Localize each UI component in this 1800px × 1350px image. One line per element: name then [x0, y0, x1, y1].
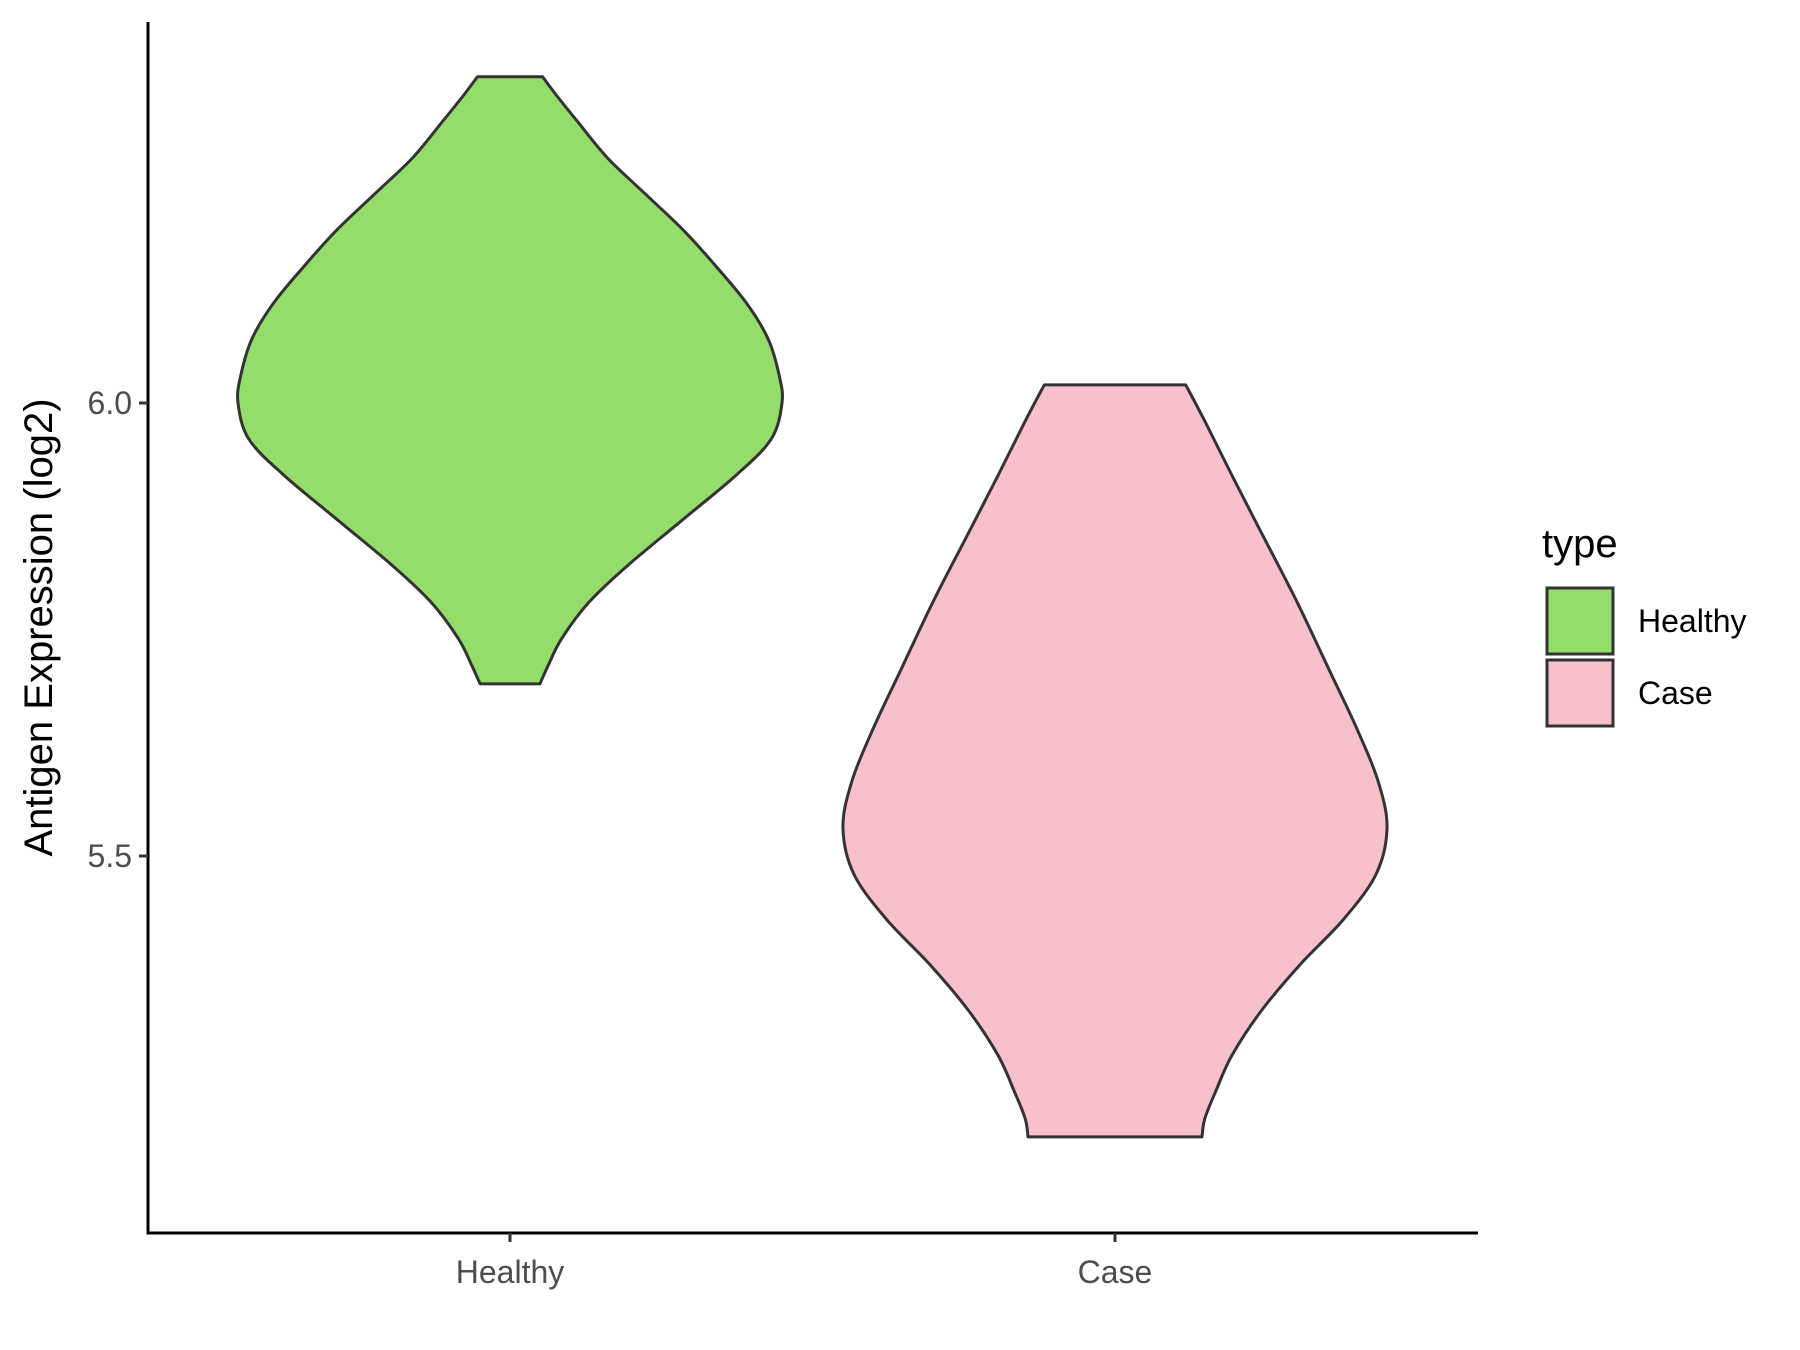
- legend-label-case: Case: [1638, 675, 1713, 711]
- x-tick-label: Healthy: [456, 1254, 565, 1290]
- legend-key-healthy: [1545, 586, 1615, 656]
- violins-layer: [236, 75, 1389, 1139]
- violin-healthy: [236, 75, 784, 686]
- x-tick-label: Case: [1078, 1254, 1153, 1290]
- legend-key-case: [1545, 658, 1615, 728]
- legend: type Healthy Case: [1542, 522, 1747, 728]
- legend-label-healthy: Healthy: [1638, 603, 1747, 639]
- violin-case: [841, 383, 1389, 1139]
- y-tick-label: 5.5: [88, 838, 132, 874]
- y-axis-title: Antigen Expression (log2): [17, 398, 61, 856]
- axes-layer: 5.5 6.0 Healthy Case Antigen Expression (log…: [17, 22, 1478, 1290]
- y-tick-label: 6.0: [88, 385, 132, 421]
- legend-title: type: [1542, 522, 1618, 566]
